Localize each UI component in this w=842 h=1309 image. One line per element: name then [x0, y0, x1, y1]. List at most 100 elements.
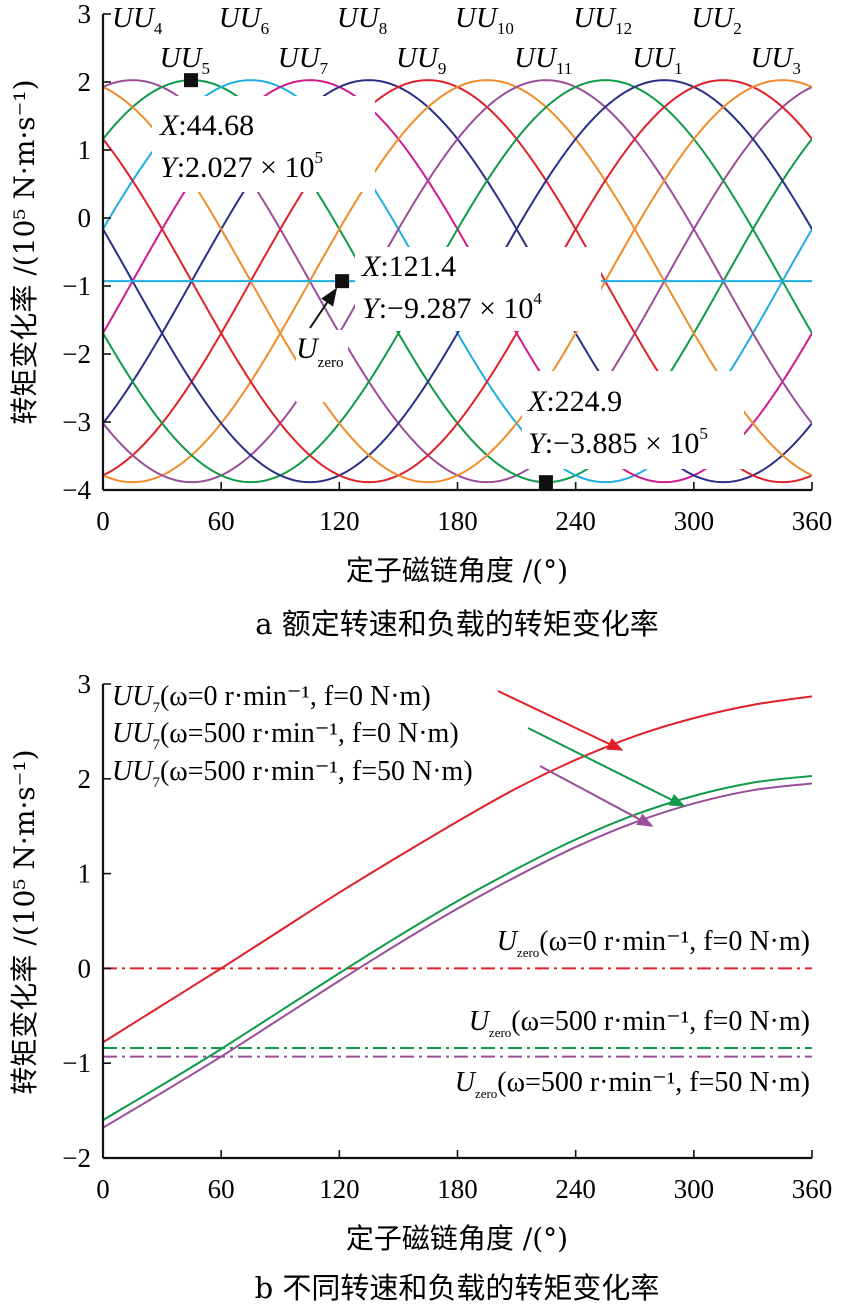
- datatip-x-value: :44.68: [178, 109, 254, 142]
- datatip-x-letter: X: [361, 250, 382, 283]
- series-label-uu11: UU11: [514, 42, 572, 78]
- datatip-y-value: :−3.885 × 10: [545, 427, 700, 460]
- uzero-label-box: [296, 330, 348, 402]
- chart-b-axes: [101, 683, 813, 1160]
- chart-b-ylabel: 转矩变化率 /(10⁵ N·m·s⁻¹): [8, 749, 41, 1094]
- x-tick-label: 0: [96, 506, 110, 536]
- series-label-uu3: UU3: [750, 42, 800, 78]
- datatip-exponent: 5: [699, 424, 708, 443]
- series-label-base: UU: [750, 42, 794, 74]
- y-tick-label: −2: [62, 1143, 91, 1173]
- datatip-x-value: :224.9: [546, 385, 622, 418]
- series-line-1: [103, 774, 812, 1121]
- legend-base: UU: [112, 756, 154, 787]
- y-tick-label: 0: [78, 203, 92, 233]
- x-tick-label: 360: [792, 1174, 833, 1204]
- series-label-subscript: 12: [615, 19, 632, 38]
- legend-base: UU: [112, 681, 154, 712]
- datatip-x-text: X:224.9: [527, 385, 622, 418]
- x-tick-label: 120: [319, 506, 360, 536]
- legend-label-1: UU7(ω=500 r·min⁻¹, f=0 N·m): [112, 718, 459, 753]
- datatip-marker: [335, 274, 350, 289]
- chart-a-ylabel: 转矩变化率 /(10⁵ N·m·s⁻¹): [8, 79, 41, 424]
- datatip-x-value: :121.4: [380, 250, 456, 283]
- y-tick-label: 3: [78, 669, 92, 699]
- y-tick-label: −3: [62, 407, 91, 437]
- series-label-uu4: UU4: [112, 2, 163, 38]
- datatip-marker: [183, 73, 198, 88]
- y-tick-label: −2: [62, 339, 91, 369]
- datatip-box: [355, 247, 601, 331]
- series-label-subscript: 7: [320, 59, 329, 78]
- datatip-box: [522, 371, 744, 469]
- series-label-uu9: UU9: [396, 42, 446, 78]
- series-label-subscript: 9: [438, 59, 447, 78]
- series-label-base: UU: [278, 42, 322, 74]
- x-tick-label: 180: [437, 1174, 478, 1204]
- chart-b-legend: UU7(ω=0 r·min⁻¹, f=0 N·m)UU7(ω=500 r·min…: [112, 681, 810, 1101]
- series-label-uu7: UU7: [278, 42, 329, 78]
- chart-a-xlabel: 定子磁链角度 /(°): [346, 554, 568, 587]
- y-tick-label: 1: [78, 135, 92, 165]
- uzero-arrow: [309, 287, 338, 329]
- series-label-uu5: UU5: [160, 42, 210, 78]
- series-label-subscript: 2: [733, 19, 742, 38]
- datatip-x-text: X:121.4: [361, 250, 456, 283]
- zero-legend-label-1: Uzero(ω=500 r·min⁻¹, f=0 N·m): [469, 1006, 810, 1040]
- series-label-subscript: 5: [202, 59, 211, 78]
- zero-legend-condition: (ω=0 r·min⁻¹, f=0 N·m): [539, 926, 810, 957]
- datatip-box: [152, 96, 375, 192]
- uzero-label-base: U: [296, 332, 320, 365]
- x-tick-label: 120: [319, 1174, 360, 1204]
- series-label-base: UU: [455, 2, 499, 34]
- zero-legend-condition: (ω=500 r·min⁻¹, f=50 N·m): [497, 1067, 810, 1098]
- series-label-subscript: 11: [556, 59, 572, 78]
- chart-b-caption: b 不同转速和负载的转矩变化率: [255, 1271, 660, 1305]
- datatip-y-value: :2.027 × 10: [177, 151, 315, 184]
- x-tick-label: 300: [674, 506, 715, 536]
- zero-legend-condition: (ω=500 r·min⁻¹, f=0 N·m): [511, 1006, 810, 1037]
- series-label-subscript: 8: [379, 19, 388, 38]
- datatip-x-letter: X: [159, 109, 180, 142]
- series-label-base: UU: [396, 42, 440, 74]
- datatip-y-letter: Y: [362, 292, 382, 325]
- y-tick-label: 0: [78, 953, 92, 983]
- datatip-y-letter: Y: [160, 151, 180, 184]
- series-label-uu2: UU2: [691, 2, 741, 38]
- datatip-x-text: X:44.68: [159, 109, 254, 142]
- datatip-y-text: Y:−3.885 × 105: [528, 424, 708, 460]
- zero-legend-label-2: Uzero(ω=500 r·min⁻¹, f=50 N·m): [455, 1067, 810, 1101]
- chart-b-xlabel: 定子磁链角度 /(°): [346, 1222, 568, 1255]
- legend-label-2: UU7(ω=500 r·min⁻¹, f=50 N·m): [112, 756, 473, 791]
- series-label-subscript: 10: [497, 19, 514, 38]
- y-tick-label: 3: [78, 0, 92, 29]
- series-label-subscript: 6: [261, 19, 270, 38]
- uzero-label: Uzero: [296, 332, 343, 371]
- legend-subscript: 7: [152, 700, 160, 716]
- zero-legend-base: U: [469, 1006, 491, 1037]
- series-label-uu1: UU1: [632, 42, 682, 78]
- legend-arrow-2: [539, 765, 654, 827]
- legend-condition: (ω=500 r·min⁻¹, f=0 N·m): [160, 718, 459, 749]
- zero-legend-subscript: zero: [517, 945, 539, 960]
- legend-subscript: 7: [152, 775, 160, 791]
- chart-b-tick-labels: 0 60 120 180 240 300 360 3 2 1 0 −1 −2: [62, 669, 832, 1204]
- legend-condition: (ω=500 r·min⁻¹, f=50 N·m): [160, 756, 473, 787]
- series-label-uu6: UU6: [219, 2, 269, 38]
- series-label-uu10: UU10: [455, 2, 514, 38]
- chart-b-curves: [103, 695, 812, 1129]
- x-tick-label: 240: [555, 506, 596, 536]
- x-tick-label: 0: [96, 1174, 110, 1204]
- datatip-y-text: Y:2.027 × 105: [160, 148, 323, 184]
- x-tick-label: 60: [208, 1174, 235, 1204]
- legend-arrow-1: [527, 727, 686, 807]
- legend-arrow-0: [497, 690, 624, 751]
- legend-label-0: UU7(ω=0 r·min⁻¹, f=0 N·m): [112, 681, 431, 716]
- series-line-uu3: [103, 79, 812, 484]
- y-tick-label: −4: [62, 475, 91, 505]
- chart-a-caption: a 额定转速和负载的转矩变化率: [255, 607, 659, 641]
